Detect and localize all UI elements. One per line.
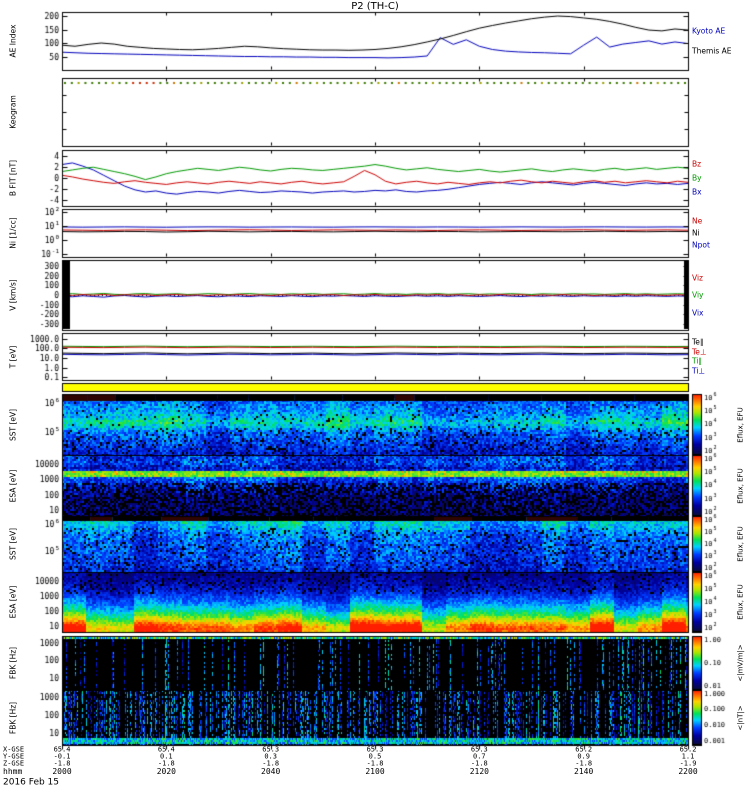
bfit-legend-1: Bz bbox=[692, 159, 702, 169]
footer-y-gse-value: 0.1 bbox=[160, 752, 173, 761]
time-tick-label: 2200 bbox=[678, 767, 698, 776]
esa_elec-y-axis-label: ESA [eV] bbox=[8, 585, 18, 619]
v-legend-1: Viz bbox=[692, 272, 703, 282]
time-tick-label: 2120 bbox=[469, 767, 489, 776]
footer-row-label-x-gse: X-GSE bbox=[3, 745, 25, 754]
footer-z-gse-value: -1.9 bbox=[679, 759, 697, 768]
footer-x-gse-value: 65.3 bbox=[262, 745, 280, 754]
time-tick-label: 2000 bbox=[52, 767, 72, 776]
v-legend-3: Vix bbox=[692, 307, 704, 317]
ni-legend-1: Ne bbox=[692, 216, 703, 226]
esa_ions-y-axis-label: ESA [eV] bbox=[8, 469, 18, 502]
t-legend-1: Te∥ bbox=[692, 337, 704, 347]
esa_elec-colorbar-label: Eflux, EFU bbox=[736, 584, 745, 620]
footer-z-gse-value: -1.8 bbox=[157, 759, 175, 768]
footer-z-gse-value: -1.8 bbox=[470, 759, 488, 768]
footer-y-gse-value: 0.3 bbox=[264, 752, 277, 761]
time-tick-label: 2100 bbox=[365, 767, 385, 776]
fbk_e-colorbar-label: <|mV/m|> bbox=[736, 644, 745, 682]
v-legend-2: Viy bbox=[692, 290, 704, 300]
footer-row-label-z-gse: Z-GSE bbox=[3, 759, 25, 768]
sst_elec-colorbar-label: Eflux, EFU bbox=[736, 526, 745, 562]
time-tick-label: 2040 bbox=[261, 767, 281, 776]
footer-z-gse-value: -1.8 bbox=[366, 759, 384, 768]
time-tick-label: 2020 bbox=[156, 767, 176, 776]
date-label: 2016 Feb 15 bbox=[3, 777, 60, 788]
footer-z-gse-value: -1.8 bbox=[575, 759, 593, 768]
ae-y-axis-label: AE Index bbox=[8, 24, 18, 58]
sst_ions-colorbar-label: Eflux, EFU bbox=[736, 406, 745, 443]
v-y-axis-label: V [km/s] bbox=[8, 279, 18, 311]
footer-y-gse-value: 0.5 bbox=[368, 752, 382, 761]
bfit-legend-2: By bbox=[692, 173, 702, 183]
footer-x-gse-value: 65.2 bbox=[679, 745, 697, 754]
footer-y-gse-value: 0.9 bbox=[577, 752, 590, 761]
fbk_e-y-axis-label: FBK [Hz] bbox=[8, 646, 18, 680]
t-legend-2: Te⊥ bbox=[692, 347, 707, 357]
footer-y-gse-value: -0.1 bbox=[53, 752, 71, 761]
t-y-axis-label: T [eV] bbox=[8, 345, 18, 368]
ni-y-axis-label: Ni [1/cc] bbox=[8, 217, 18, 249]
footer-x-gse-value: 65.4 bbox=[157, 745, 175, 754]
footer-x-gse-value: 65.2 bbox=[575, 745, 593, 754]
footer-y-gse-value: 0.7 bbox=[473, 752, 486, 761]
sst_elec-y-axis-label: SST [eV] bbox=[8, 527, 18, 561]
t-legend-3: Ti∥ bbox=[692, 356, 703, 366]
ni-legend-3: Npot bbox=[692, 240, 710, 250]
keogram-y-axis-label: Keogram bbox=[8, 95, 18, 129]
footer-x-gse-value: 65.3 bbox=[366, 745, 384, 754]
page-title: P2 (TH-C) bbox=[351, 1, 399, 12]
bfit-y-axis-label: B FIT [nT] bbox=[8, 159, 18, 197]
ni-legend-2: Ni bbox=[692, 228, 700, 238]
time-axis-label: hhmm bbox=[3, 767, 23, 776]
footer-row-label-y-gse: Y-GSE bbox=[3, 752, 25, 761]
footer-z-gse-value: -1.8 bbox=[53, 759, 71, 768]
fbk_b-y-axis-label: FBK [Hz] bbox=[8, 701, 18, 734]
footer-z-gse-value: -1.8 bbox=[262, 759, 280, 768]
esa_ions-colorbar-label: Eflux, EFU bbox=[736, 467, 745, 504]
t-legend-4: Ti⊥ bbox=[692, 365, 705, 375]
footer-y-gse-value: 1.1 bbox=[681, 752, 695, 761]
time-tick-label: 2140 bbox=[574, 767, 594, 776]
footer-x-gse-value: 65.3 bbox=[470, 745, 488, 754]
ae-legend-2: Themis AE bbox=[692, 45, 732, 55]
sst_ions-y-axis-label: SST [eV] bbox=[8, 408, 18, 441]
bfit-legend-3: Bx bbox=[692, 187, 702, 197]
footer-x-gse-value: 65.4 bbox=[53, 745, 71, 754]
fbk_b-colorbar-label: <|nT|> bbox=[736, 704, 745, 731]
ae-legend-1: Kyoto AE bbox=[692, 26, 726, 36]
